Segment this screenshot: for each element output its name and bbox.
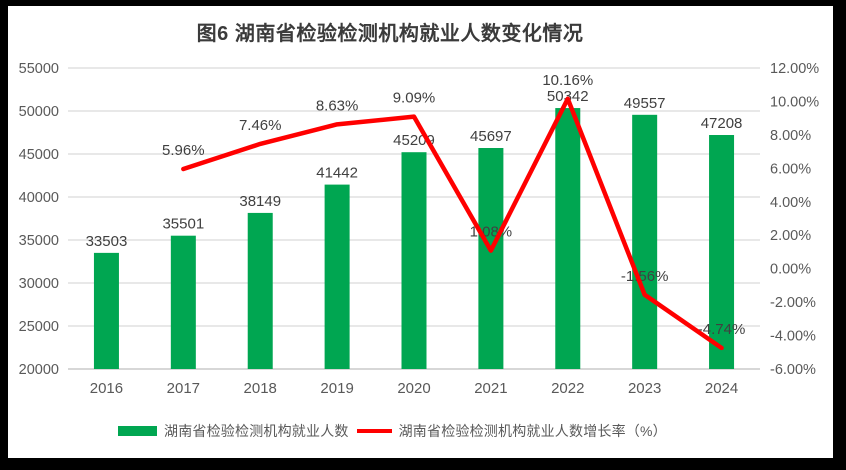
legend-line-swatch-icon (356, 429, 392, 433)
y-axis-tick-right: 2.00% (770, 228, 811, 244)
bar (401, 152, 427, 369)
legend-bar-swatch-icon (118, 426, 157, 436)
y-axis-tick-left: 45000 (19, 147, 59, 163)
bar (324, 184, 350, 369)
x-axis-label: 2019 (320, 380, 353, 397)
bar (478, 148, 504, 369)
bar-value-label: 47208 (701, 115, 743, 132)
bar-value-label: 38149 (239, 193, 281, 210)
x-axis-label: 2023 (628, 380, 661, 397)
y-axis-tick-right: 10.00% (770, 94, 819, 110)
growth-pct-label: -4.74% (698, 321, 746, 338)
chart-frame: 图6 湖南省检验检测机构就业人数变化情况 20000 25000 30000 3500… (8, 6, 833, 458)
legend-bar-label: 湖南省检验检测机构就业人数 (164, 423, 349, 439)
x-axis-label: 2016 (90, 380, 123, 397)
x-axis-label: 2020 (397, 380, 430, 397)
legend-line-label: 湖南省检验检测机构就业人数增长率（%） (398, 423, 667, 439)
y-axis-tick-right: 12.00% (770, 61, 819, 77)
growth-pct-label: 7.46% (239, 117, 282, 134)
y-axis-tick-right: -2.00% (770, 295, 816, 311)
y-axis-tick-right: 0.00% (770, 262, 811, 278)
growth-pct-label: 9.09% (393, 90, 436, 107)
bar (555, 108, 581, 369)
growth-pct-label: -1.56% (621, 268, 669, 285)
bar-value-label: 33503 (86, 233, 128, 250)
y-axis-tick-left: 25000 (19, 319, 59, 335)
y-axis-tick-right: 8.00% (770, 128, 811, 144)
y-axis-tick-left: 30000 (19, 276, 59, 292)
growth-pct-label: 10.16% (542, 72, 593, 89)
y-axis-tick-left: 55000 (19, 61, 59, 77)
growth-pct-label: 5.96% (162, 142, 205, 159)
x-axis-label: 2024 (705, 380, 738, 397)
bar (93, 252, 119, 369)
y-axis-tick-left: 50000 (19, 104, 59, 120)
bar-value-label: 35501 (162, 216, 204, 233)
bar-value-label: 49557 (624, 95, 666, 112)
growth-line (181, 96, 724, 351)
bar (247, 212, 273, 369)
x-axis-label: 2018 (244, 380, 277, 397)
y-axis-tick-right: 6.00% (770, 161, 811, 177)
legend: 湖南省检验检测机构就业人数 湖南省检验检测机构就业人数增长率（%） (118, 423, 667, 439)
chart-title: 图6 湖南省检验检测机构就业人数变化情况 (196, 23, 584, 45)
y-axis-tick-left: 20000 (19, 362, 59, 378)
bar-value-label: 41442 (316, 165, 358, 182)
x-axis-label: 2021 (474, 380, 507, 397)
growth-pct-label: 8.63% (316, 97, 359, 114)
x-axis-label: 2022 (551, 380, 584, 397)
chart-canvas: 20000 25000 30000 35000 40000 45000 50000 55000… (19, 61, 820, 397)
bar (170, 235, 196, 369)
y-axis-tick-left: 40000 (19, 190, 59, 206)
y-axis-tick-right: -4.00% (770, 329, 816, 345)
bar (632, 114, 658, 369)
y-axis-tick-right: -6.00% (770, 362, 816, 378)
bar-value-label: 45697 (470, 128, 512, 145)
y-axis-tick-left: 35000 (19, 233, 59, 249)
y-axis-tick-right: 4.00% (770, 195, 811, 211)
bar (709, 135, 735, 369)
x-axis-label: 2017 (167, 380, 200, 397)
